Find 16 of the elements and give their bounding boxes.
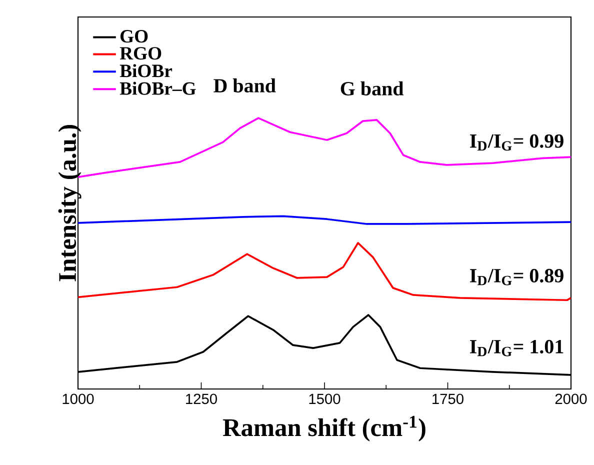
legend-label: RGO [120,47,162,60]
x-tick-label: 1250 [186,394,217,404]
legend-label: BiOBr [120,64,172,78]
text: G band [340,81,404,96]
x-tick-label: 1750 [432,394,464,404]
text: D band [214,78,276,92]
x-tick-label: 1500 [309,394,340,404]
x-axis-title: Raman shift (cm$^{-1}$) [222,416,426,442]
y-axis-title: Intensity (a.u.) [58,124,82,282]
x-tick-label: 1000 [62,394,94,404]
legend-label: BiOBr–G [120,82,196,95]
annotation: I$_{D}$/I$_{G}$= 0.99 [470,134,564,151]
annotation: I$_{D}$/I$_{G}$= 1.01 [470,340,564,356]
annotation: I$_{D}$/I$_{G}$= 0.89 [470,268,564,286]
x-tick-label: 2000 [555,394,587,404]
legend-label: GO [120,30,148,43]
